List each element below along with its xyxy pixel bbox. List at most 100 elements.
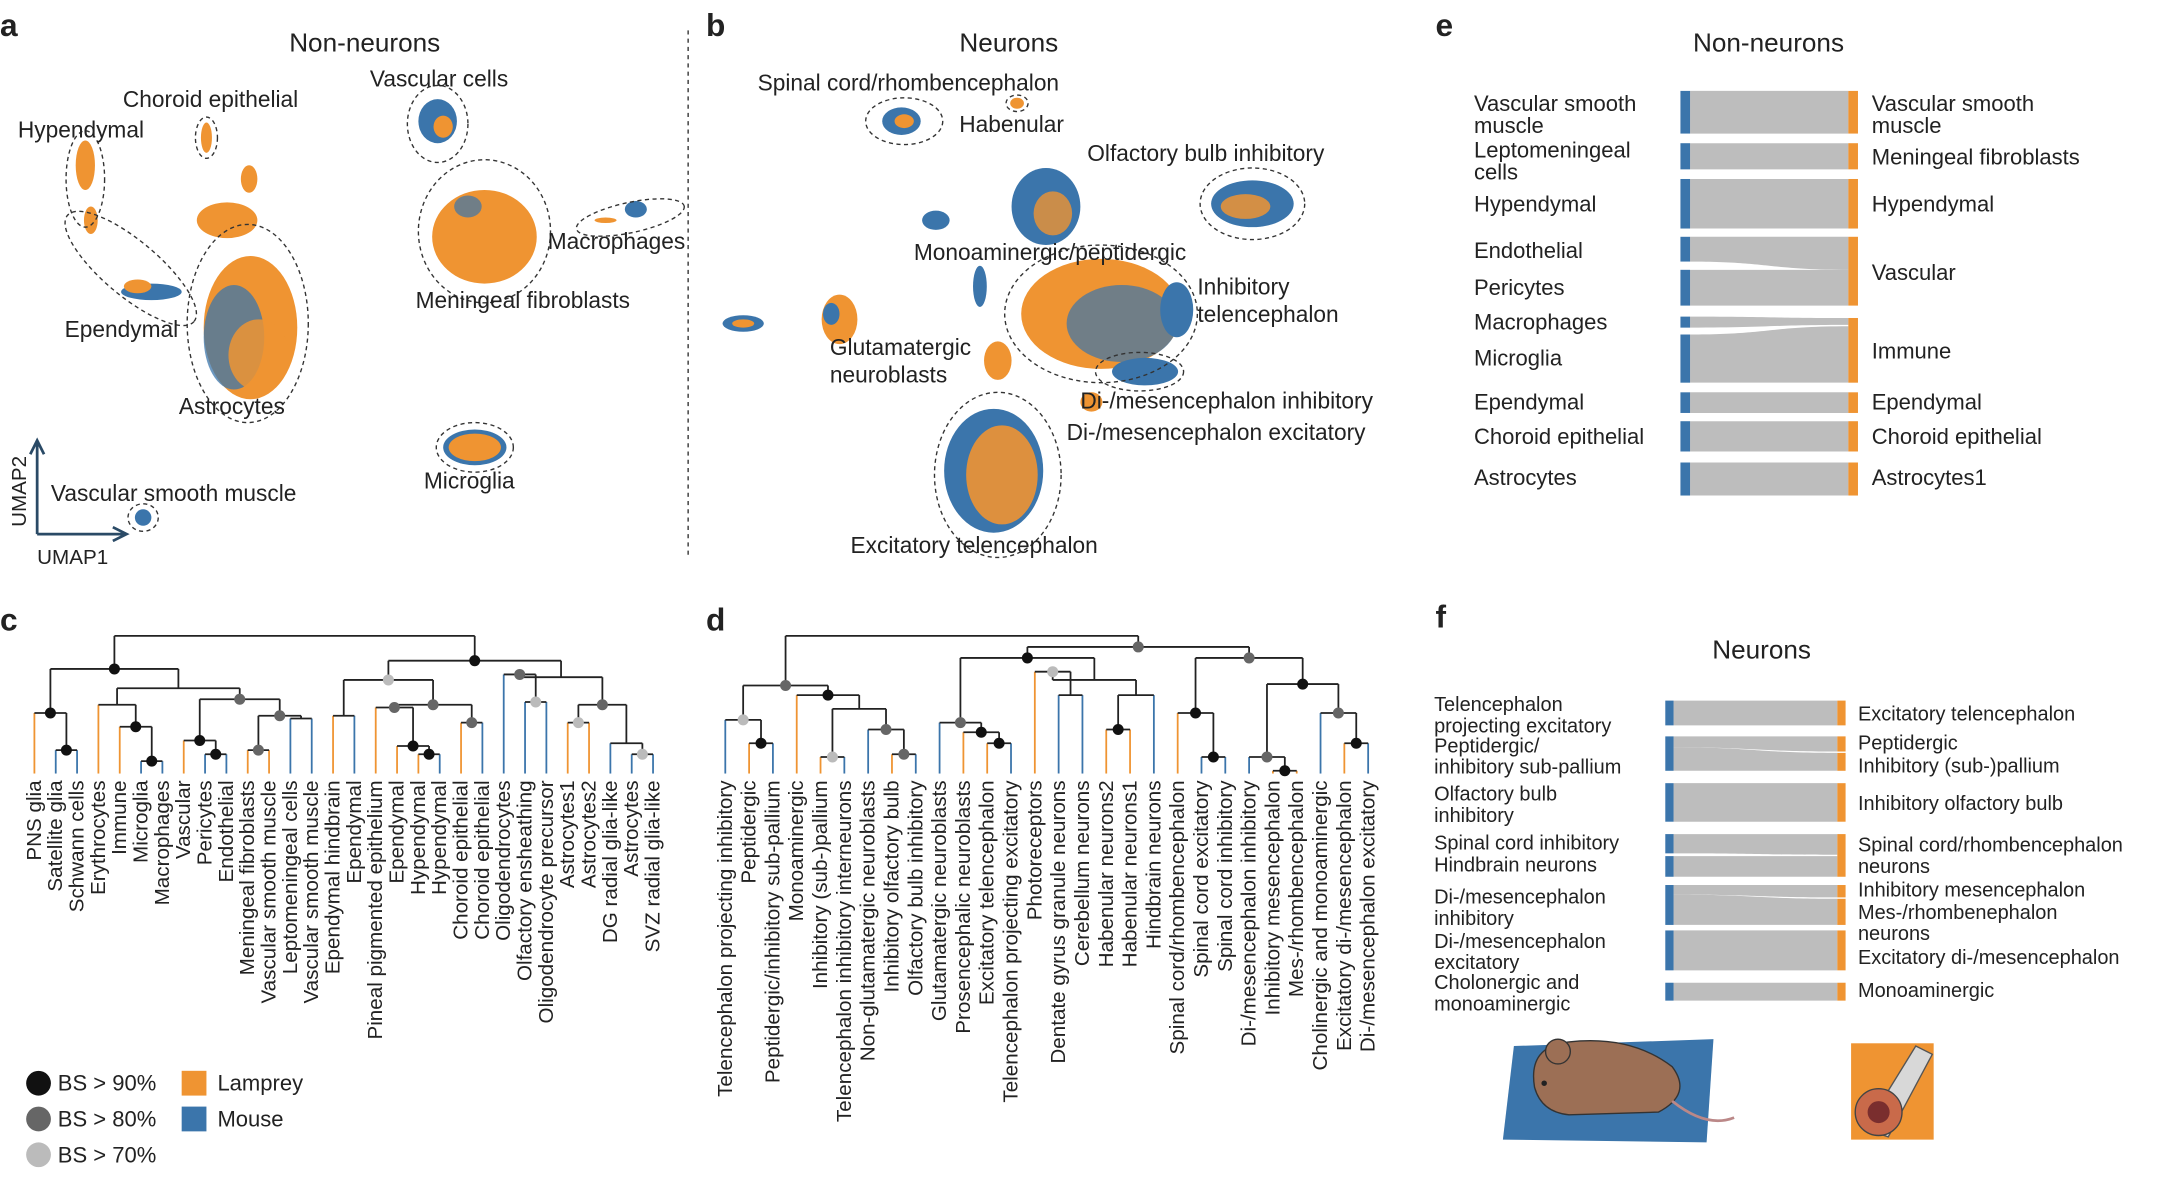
leaf-label: Leptomeningeal cells bbox=[279, 780, 302, 974]
support-dot bbox=[234, 693, 246, 705]
node-label: Vascular bbox=[1872, 260, 1956, 285]
node-bar bbox=[1848, 143, 1858, 170]
cell-cloud bbox=[894, 114, 914, 129]
flow-band bbox=[1673, 834, 1838, 855]
cluster-label: Habenular bbox=[959, 111, 1064, 137]
node-label: excitatory bbox=[1434, 952, 1519, 974]
cluster-label: Vascular smooth muscle bbox=[51, 480, 296, 506]
node-bar bbox=[1680, 334, 1691, 383]
umap-clouds bbox=[29, 30, 1306, 559]
panel-title: Non-neurons bbox=[1693, 28, 1844, 58]
cell-cloud bbox=[1010, 97, 1024, 109]
flow-band bbox=[1690, 421, 1849, 452]
leaf-label: Dentate gyrus granule neurons bbox=[1047, 780, 1070, 1063]
leaf-label: Cerebellum neurons bbox=[1071, 780, 1094, 966]
leaf-label: Vascular smooth muscle bbox=[258, 780, 281, 1003]
flow-band bbox=[1673, 856, 1838, 877]
support-dot bbox=[596, 699, 608, 711]
leaf-label: Photoreceptors bbox=[1023, 780, 1046, 920]
cell-cloud bbox=[83, 206, 98, 235]
legend-label: BS > 90% bbox=[58, 1071, 157, 1096]
flow-band bbox=[1690, 178, 1849, 229]
node-label: Hypendymal bbox=[1872, 191, 1994, 216]
support-dot bbox=[1243, 652, 1255, 664]
flow-band bbox=[1690, 90, 1849, 134]
node-label: cells bbox=[1474, 160, 1518, 185]
support-dot bbox=[993, 737, 1005, 749]
cell-cloud bbox=[228, 319, 290, 391]
node-label: Hindbrain neurons bbox=[1434, 855, 1597, 877]
leaf-label: Hypendymal bbox=[407, 780, 430, 895]
cell-cloud bbox=[973, 265, 987, 307]
leaf-label: Peptidergic bbox=[738, 780, 761, 883]
leaf-label: Endothelial bbox=[215, 780, 238, 882]
flow-band bbox=[1673, 894, 1838, 925]
node-label: Inhibitory mesencephalon bbox=[1858, 880, 2085, 902]
node-label: Ependymal bbox=[1474, 389, 1584, 414]
node-bar bbox=[1837, 783, 1846, 822]
cell-cloud bbox=[922, 210, 950, 230]
support-dot bbox=[423, 748, 435, 760]
node-bar bbox=[1680, 90, 1691, 134]
node-bar bbox=[1665, 885, 1674, 925]
support-dot bbox=[210, 748, 222, 760]
support-dot bbox=[274, 710, 286, 722]
support-dot bbox=[636, 748, 648, 760]
legend-label: Lamprey bbox=[217, 1071, 303, 1096]
node-label: inhibitory bbox=[1434, 908, 1514, 930]
legend-dot bbox=[26, 1070, 51, 1096]
support-dot bbox=[407, 740, 419, 752]
leaf-label: Erythrocytes bbox=[87, 780, 110, 895]
node-label: Leptomeningeal bbox=[1474, 138, 1631, 163]
cluster-outline bbox=[1005, 94, 1029, 113]
node-bar bbox=[1665, 856, 1674, 877]
leaf-label: DG radial glia-like bbox=[599, 780, 622, 943]
node-bar bbox=[1680, 143, 1691, 170]
cell-cloud bbox=[966, 425, 1038, 525]
cell-cloud bbox=[448, 433, 501, 462]
node-bar bbox=[1848, 90, 1858, 134]
axis-label: UMAP1 bbox=[37, 546, 108, 569]
support-dot bbox=[514, 668, 526, 680]
node-bar bbox=[1680, 392, 1691, 413]
flow-band bbox=[1690, 143, 1849, 170]
support-dot bbox=[252, 744, 264, 756]
node-label: Excitatory di-/mesencephalon bbox=[1858, 947, 2120, 969]
flow-band bbox=[1673, 982, 1838, 1001]
panel-letter: e bbox=[1435, 7, 1453, 43]
legend-label: Mouse bbox=[217, 1106, 283, 1131]
node-label: Pericytes bbox=[1474, 275, 1565, 300]
leaf-label: Prosencephalic neuroblasts bbox=[952, 780, 975, 1033]
cell-cloud bbox=[1066, 284, 1177, 363]
cell-cloud bbox=[1033, 191, 1073, 236]
leaf-label: SVZ radial glia-like bbox=[642, 780, 665, 952]
node-label: Inhibitory olfactory bulb bbox=[1858, 793, 2063, 815]
leaf-label: Di-/mesencephalon excitatory bbox=[1357, 780, 1380, 1052]
node-bar bbox=[1665, 834, 1674, 854]
node-label: Ependymal bbox=[1872, 389, 1982, 414]
node-label: inhibitory bbox=[1434, 805, 1514, 827]
leaf-label: Monoaminergic bbox=[785, 780, 808, 921]
support-dot bbox=[1132, 641, 1144, 653]
node-bar bbox=[1665, 982, 1674, 1001]
cell-cloud bbox=[594, 217, 617, 224]
node-label: Spinal cord/rhombencephalon bbox=[1858, 834, 2123, 856]
flow-band bbox=[1690, 316, 1849, 328]
cell-cloud bbox=[624, 201, 647, 218]
leaf-label: Ependymal hindbrain bbox=[322, 780, 345, 974]
legend-dot bbox=[26, 1106, 51, 1132]
node-bar bbox=[1848, 317, 1858, 383]
node-bar bbox=[1848, 392, 1858, 413]
flow-band bbox=[1690, 269, 1849, 306]
node-label: Cholonergic and bbox=[1434, 972, 1579, 994]
cluster-label: Olfactory bulb inhibitory bbox=[1087, 140, 1325, 166]
support-dot bbox=[530, 696, 542, 708]
leaf-label: Olfactory bulb inhibitory bbox=[904, 780, 927, 996]
support-dot bbox=[822, 689, 834, 701]
leaf-label: Microglia bbox=[130, 780, 153, 863]
node-label: Astrocytes1 bbox=[1872, 465, 1987, 490]
cell-cloud bbox=[200, 122, 212, 153]
cluster-outline bbox=[127, 503, 159, 533]
